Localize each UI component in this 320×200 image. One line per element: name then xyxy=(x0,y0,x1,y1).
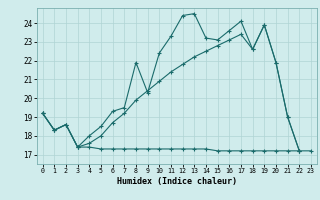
X-axis label: Humidex (Indice chaleur): Humidex (Indice chaleur) xyxy=(117,177,237,186)
